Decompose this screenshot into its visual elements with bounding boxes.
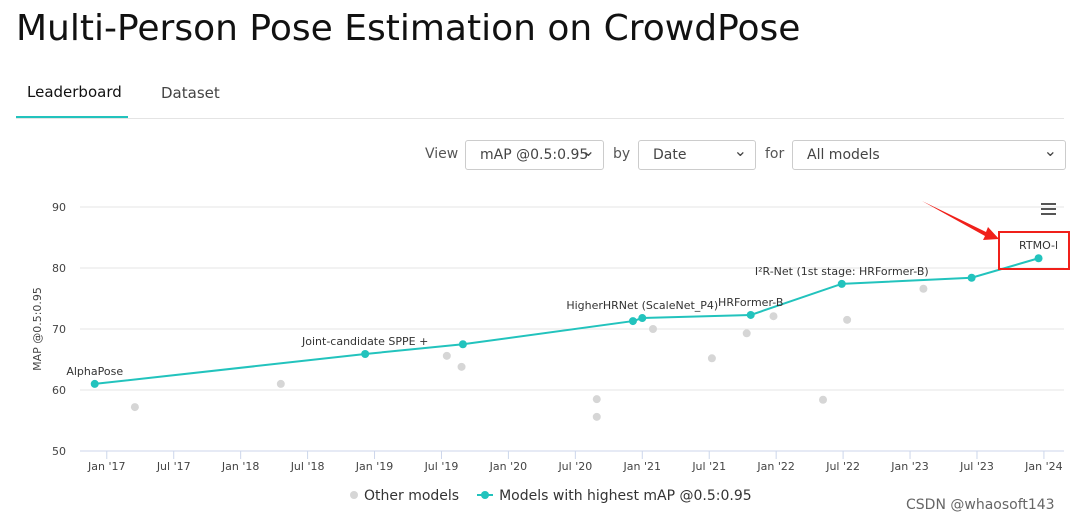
x-tick-label: Jan '22 (756, 460, 794, 473)
y-tick-label: 80 (52, 262, 66, 275)
y-tick-label: 90 (52, 201, 66, 214)
x-tick-label: Jan '21 (623, 460, 661, 473)
data-point (967, 273, 976, 282)
data-point (707, 354, 716, 363)
highlight-box (998, 231, 1070, 270)
label: View (425, 146, 459, 162)
x-tick-label: Jul '19 (424, 460, 459, 473)
y-axis-label: MAP @0.5:0.95 (31, 287, 44, 371)
data-point (276, 379, 285, 388)
data-point (648, 325, 657, 333)
point-label: Joint-candidate SPPE + (301, 335, 428, 348)
x-tick-label: Jan '20 (489, 460, 527, 473)
point-label: HRFormer-B (718, 296, 783, 309)
data-point (592, 412, 601, 421)
data-point (90, 379, 99, 388)
watermark: CSDN @whaosoft143 (906, 497, 1055, 513)
x-tick-label: Jul '20 (557, 460, 592, 473)
data-point (919, 284, 928, 293)
legend-swatch (477, 491, 494, 499)
legend: Other models Models with highest mAP @0.5… (350, 488, 770, 504)
y-tick-label: 60 (52, 384, 66, 397)
data-point (130, 403, 139, 412)
data-point (746, 310, 755, 319)
y-tick-label: 70 (52, 323, 66, 336)
x-tick-label: Jul '17 (156, 460, 191, 473)
select[interactable]: Date (638, 137, 756, 170)
x-tick-label: Jul '23 (959, 460, 994, 473)
data-point (742, 329, 751, 338)
menu-icon[interactable] (1041, 203, 1056, 215)
point-label: I²R-Net (1st stage: HRFormer-B) (755, 265, 929, 278)
divider (16, 118, 1064, 119)
data-point (458, 340, 467, 349)
legend-item[interactable]: Other models (350, 488, 459, 504)
select[interactable]: All models (792, 137, 1066, 170)
data-point (361, 350, 370, 359)
data-point (837, 279, 846, 288)
select[interactable]: mAP @0.5:0.95 (465, 137, 604, 170)
tab[interactable]: Leaderboard (27, 83, 122, 101)
data-point (628, 317, 637, 326)
tab-indicator (16, 116, 128, 118)
tab[interactable]: Dataset (161, 84, 220, 102)
point-label: RTMO-l (1019, 239, 1058, 252)
data-point (592, 395, 601, 404)
x-tick-label: Jan '23 (890, 460, 928, 473)
data-point (1034, 254, 1043, 263)
x-tick-label: Jan '19 (355, 460, 393, 473)
x-tick-label: Jan '24 (1024, 460, 1062, 473)
x-tick-label: Jul '22 (825, 460, 860, 473)
arrow (922, 201, 999, 240)
page-title: Multi-Person Pose Estimation on CrowdPos… (16, 8, 801, 49)
legend-label: Other models (364, 488, 460, 504)
x-tick-label: Jan '18 (221, 460, 259, 473)
label: for (765, 146, 785, 162)
data-point (819, 395, 828, 404)
legend-label: Models with highest mAP @0.5:0.95 (499, 488, 752, 504)
legend-swatch (350, 491, 358, 499)
x-tick-label: Jul '18 (290, 460, 325, 473)
data-point (769, 312, 778, 321)
legend-item[interactable]: Models with highest mAP @0.5:0.95 (477, 488, 752, 504)
x-tick-label: Jul '21 (691, 460, 726, 473)
data-point (843, 315, 852, 324)
data-point (638, 314, 647, 323)
label: by (613, 146, 631, 162)
point-label: HigherHRNet (ScaleNet_P4) (566, 299, 718, 312)
data-point (457, 362, 466, 371)
y-tick-label: 50 (52, 445, 66, 458)
x-tick-label: Jan '17 (87, 460, 125, 473)
data-point (442, 351, 451, 360)
point-label: AlphaPose (66, 365, 123, 378)
